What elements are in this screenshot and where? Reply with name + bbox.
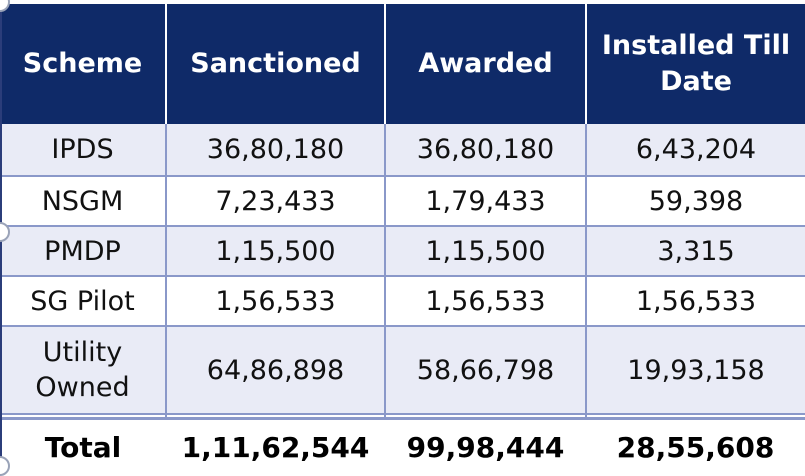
cell-scheme: SG Pilot: [0, 276, 167, 327]
cell-scheme: NSGM: [0, 176, 167, 227]
cell-scheme: IPDS: [0, 124, 167, 177]
table-row: PMDP 1,15,500 1,15,500 3,315: [0, 226, 805, 277]
cell-scheme-line2: Owned: [35, 372, 130, 403]
cell-awarded: 58,66,798: [384, 326, 587, 415]
cell-installed: 19,93,158: [585, 326, 805, 415]
scheme-table: Scheme Sanctioned Awarded Installed Till…: [0, 4, 805, 474]
cell-sanctioned: 7,23,433: [165, 176, 386, 227]
total-installed: 28,55,608: [586, 418, 805, 474]
cell-sanctioned: 1,15,500: [165, 226, 386, 277]
cell-awarded: 1,56,533: [384, 276, 587, 327]
header-sanctioned: Sanctioned: [165, 4, 386, 124]
header-awarded: Awarded: [384, 4, 587, 124]
table-row: Utility Owned 64,86,898 58,66,798 19,93,…: [0, 326, 805, 415]
cell-scheme: PMDP: [0, 226, 167, 277]
header-installed-till-date: Installed Till Date: [585, 4, 805, 124]
cell-scheme: Utility Owned: [0, 326, 167, 415]
total-awarded: 99,98,444: [385, 418, 586, 474]
cell-installed: 59,398: [585, 176, 805, 227]
header-row: Scheme Sanctioned Awarded Installed Till…: [0, 4, 805, 124]
cell-awarded: 1,15,500: [384, 226, 587, 277]
header-scheme: Scheme: [0, 4, 167, 124]
cell-awarded: 1,79,433: [384, 176, 587, 227]
cell-installed: 3,315: [585, 226, 805, 277]
cell-sanctioned: 64,86,898: [165, 326, 386, 415]
total-sanctioned: 1,11,62,544: [166, 418, 385, 474]
cell-installed: 6,43,204: [585, 124, 805, 177]
top-edge: [0, 0, 805, 4]
cell-sanctioned: 1,56,533: [165, 276, 386, 327]
total-row: Total 1,11,62,544 99,98,444 28,55,608: [0, 418, 805, 474]
total-label: Total: [0, 418, 166, 474]
cell-awarded: 36,80,180: [384, 124, 587, 177]
cell-installed: 1,56,533: [585, 276, 805, 327]
table-row: SG Pilot 1,56,533 1,56,533 1,56,533: [0, 276, 805, 327]
scheme-table-container: Scheme Sanctioned Awarded Installed Till…: [0, 4, 805, 474]
table-row: IPDS 36,80,180 36,80,180 6,43,204: [0, 124, 805, 177]
total-separator: [0, 413, 805, 420]
cell-sanctioned: 36,80,180: [165, 124, 386, 177]
cell-scheme-line1: Utility: [42, 337, 123, 368]
table-row: NSGM 7,23,433 1,79,433 59,398: [0, 176, 805, 227]
